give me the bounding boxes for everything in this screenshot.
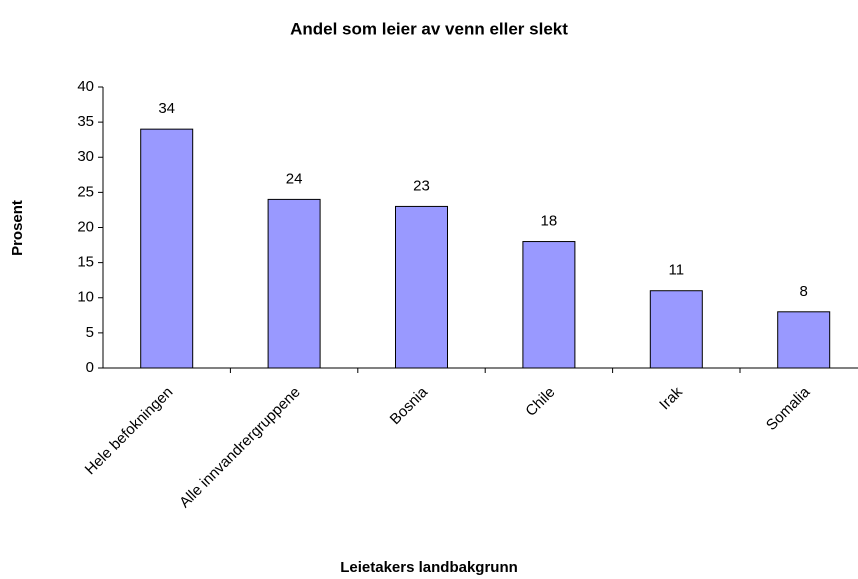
y-tick-label: 0 xyxy=(86,359,94,376)
data-label: 24 xyxy=(286,170,303,187)
data-label: 23 xyxy=(413,177,430,194)
y-tick-label: 10 xyxy=(77,289,94,306)
y-tick-label: 30 xyxy=(77,148,94,165)
x-axis-label: Leietakers landbakgrunn xyxy=(340,559,518,576)
x-tick-label: Hele befokningen xyxy=(82,384,177,479)
x-tick-label: Somalia xyxy=(763,383,814,434)
data-label: 34 xyxy=(158,100,175,117)
x-tick-label: Chile xyxy=(522,384,558,420)
x-tick-label: Alle innvandrergruppene xyxy=(176,384,304,512)
chart-title: Andel som leier av venn eller slekt xyxy=(290,19,568,38)
y-tick-label: 15 xyxy=(77,254,94,271)
y-axis-label: Prosent xyxy=(9,200,26,256)
data-label: 18 xyxy=(541,213,558,230)
y-tick-label: 25 xyxy=(77,183,94,200)
data-label: 8 xyxy=(800,283,808,300)
bar xyxy=(395,205,448,369)
bar xyxy=(522,241,576,369)
y-tick-label: 5 xyxy=(86,324,94,341)
bar xyxy=(649,290,703,369)
y-tick-label: 35 xyxy=(77,113,94,130)
bar xyxy=(267,198,321,369)
x-tick-label: Irak xyxy=(656,383,686,413)
y-tick-label: 20 xyxy=(77,218,94,235)
bar xyxy=(140,128,194,369)
x-tick-label: Bosnia xyxy=(387,383,432,428)
bar xyxy=(777,311,831,369)
data-label: 11 xyxy=(669,262,685,279)
y-tick-label: 40 xyxy=(77,78,94,95)
